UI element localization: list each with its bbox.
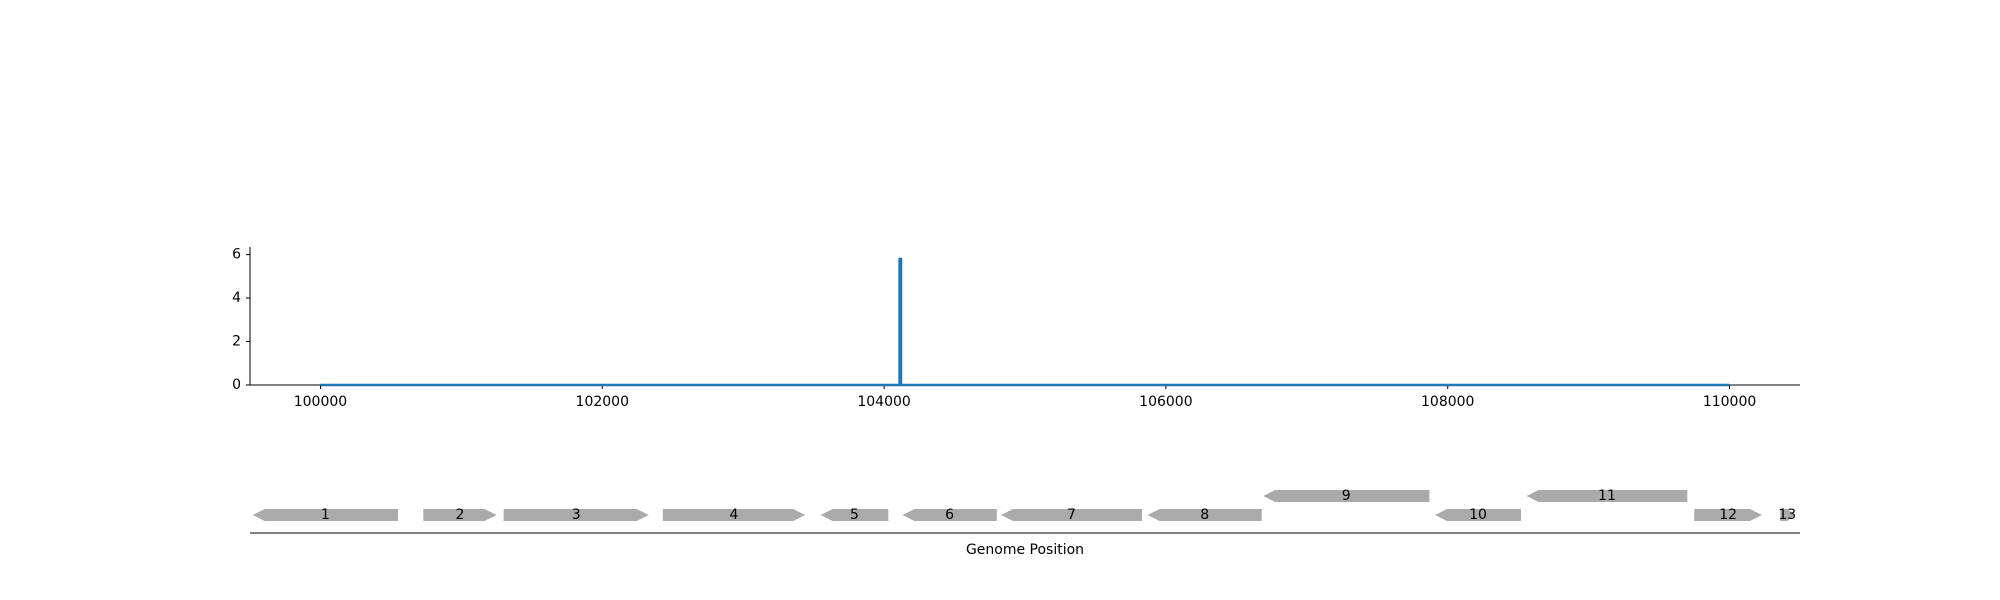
x-axis-ticks: 100000 102000 104000 106000 108000 110000 [294,385,1756,410]
gene-label: 2 [455,507,464,523]
gene-arrow [1263,490,1430,502]
gene-label: 9 [1342,488,1351,504]
gene-arrow [1001,509,1142,521]
coverage-series-layer [320,257,1730,387]
coverage-plot: 0 2 4 6 100000 102000 104000 106000 108000 11000… [232,247,1800,410]
gene-arrow [1526,490,1688,502]
y-tick-label: 6 [232,247,241,263]
gene-label: 10 [1469,507,1487,523]
y-tick-label: 0 [232,377,241,393]
gene-arrow [503,509,649,521]
x-tick-label: 102000 [576,394,629,410]
gene-arrow [1435,509,1521,521]
gene-4: 4 [662,507,806,523]
gene-arrow [1147,509,1262,521]
gene-label: 13 [1778,507,1796,523]
x-axis-label: Genome Position [966,542,1084,558]
gene-arrow [1780,509,1795,521]
gene-label: 7 [1067,507,1076,523]
gene-10: 10 [1435,507,1521,523]
gene-12: 12 [1694,507,1762,523]
gene-5: 5 [820,507,889,523]
gene-label: 3 [572,507,581,523]
gene-label: 4 [730,507,739,523]
gene-arrow [820,509,889,521]
coverage-line [320,257,1730,387]
gene-6: 6 [902,507,997,523]
gene-arrow [902,509,997,521]
gene-13: 13 [1778,507,1796,523]
gene-label: 11 [1598,488,1616,504]
gene-label: 12 [1719,507,1737,523]
x-tick-label: 106000 [1139,394,1192,410]
gene-arrow [252,509,398,521]
y-tick-label: 4 [232,290,241,306]
y-axis-ticks: 0 2 4 6 [232,247,250,393]
gene-label: 8 [1200,507,1209,523]
gene-9: 9 [1263,488,1430,504]
gene-8: 8 [1147,507,1262,523]
gene-label: 5 [850,507,859,523]
gene-label: 6 [945,507,954,523]
gene-arrow [423,509,497,521]
gene-label: 1 [321,507,330,523]
gene-7: 7 [1001,507,1142,523]
gene-3: 3 [503,507,649,523]
gene-arrow [1694,509,1762,521]
x-tick-label: 110000 [1703,394,1756,410]
gene-1: 1 [252,507,398,523]
x-tick-label: 104000 [857,394,910,410]
gene-arrow [662,509,806,521]
gene-11: 11 [1526,488,1688,504]
gene-2: 2 [423,507,497,523]
y-tick-label: 2 [232,334,241,350]
x-tick-label: 100000 [294,394,347,410]
x-tick-label: 108000 [1421,394,1474,410]
